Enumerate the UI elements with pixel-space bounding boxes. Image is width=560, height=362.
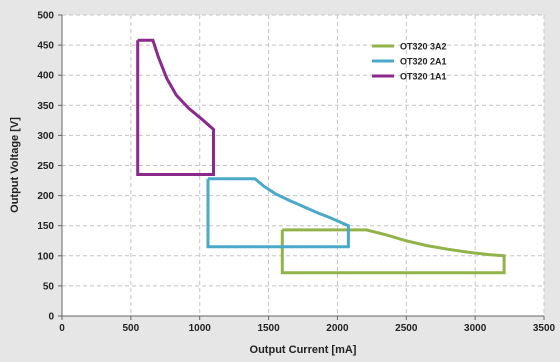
x-axis-title: Output Current [mA] [250, 344, 357, 356]
legend-label: OT320 2A1 [400, 57, 447, 67]
legend: OT320 3A2 OT320 2A1 OT320 1A1 [372, 42, 447, 82]
y-tick-label: 450 [37, 41, 54, 52]
x-tick-label: 500 [123, 323, 140, 334]
series-lines [136, 38, 506, 275]
x-tick-label: 2500 [395, 323, 418, 334]
y-tick-label: 250 [37, 161, 54, 172]
y-tick-label: 150 [37, 221, 54, 232]
y-tick-label: 50 [43, 281, 55, 292]
y-tick-label: 200 [37, 191, 54, 202]
y-tick-label: 300 [37, 131, 54, 142]
y-tick-label: 500 [37, 11, 54, 22]
y-tick-label: 350 [37, 101, 54, 112]
y-axis-title: Output Voltage [V] [9, 117, 21, 213]
x-tick-label: 1000 [189, 323, 212, 334]
y-axis-ticks: 0 50 100 150 200 250 300 350 400 450 500 [37, 11, 62, 323]
series-line-1 [280, 228, 506, 275]
series-line-2 [206, 177, 350, 249]
y-tick-label: 400 [37, 71, 54, 82]
x-tick-label: 3000 [464, 323, 487, 334]
x-tick-label: 3500 [533, 323, 556, 334]
y-tick-label: 100 [37, 251, 54, 262]
x-tick-label: 0 [59, 323, 65, 334]
series-line-3 [136, 38, 215, 176]
x-axis-ticks: 0 500 1000 1500 2000 2500 3000 3500 [59, 316, 556, 334]
legend-label: OT320 1A1 [400, 72, 447, 82]
x-tick-label: 2000 [326, 323, 349, 334]
y-tick-label: 0 [48, 312, 54, 323]
legend-label: OT320 3A2 [400, 42, 447, 52]
grid-lines [62, 14, 545, 316]
x-tick-label: 1500 [257, 323, 280, 334]
